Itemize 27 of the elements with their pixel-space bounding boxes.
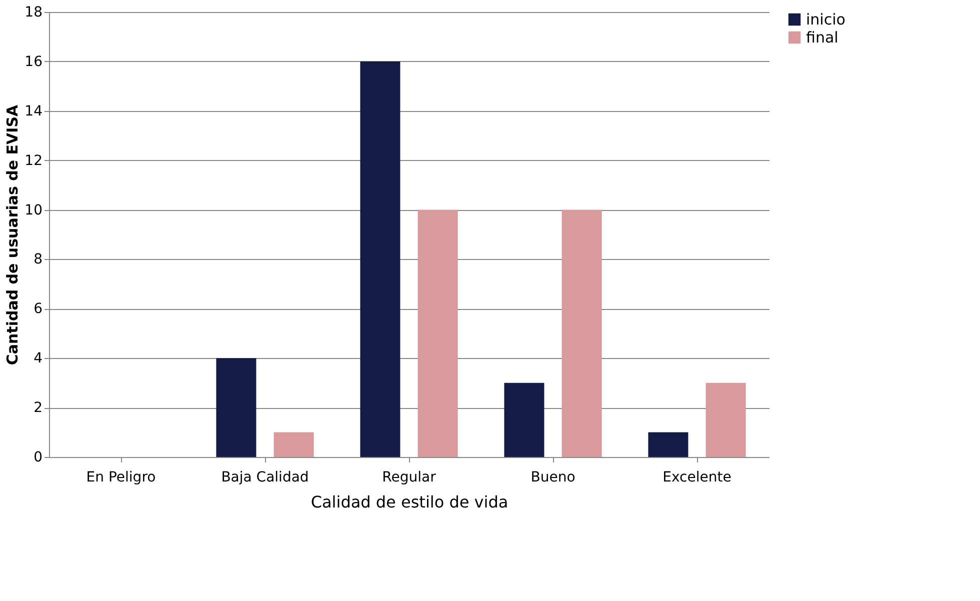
y-tick-label: 0 (34, 450, 42, 466)
y-tick-label: 6 (34, 301, 43, 318)
legend-label: final (806, 28, 838, 46)
bar (360, 61, 400, 457)
bar (504, 382, 544, 457)
x-tick-label: En Peligro (86, 470, 156, 486)
y-tick-label: 10 (24, 202, 42, 218)
y-tick-label: 12 (24, 152, 42, 169)
y-tick-label: 2 (34, 400, 42, 416)
x-tick-label: Excelente (662, 470, 732, 486)
bar (216, 358, 256, 457)
bar (274, 432, 314, 457)
y-tick-label: 14 (24, 103, 43, 120)
bar (706, 382, 746, 457)
x-tick-label: Bueno (530, 470, 576, 486)
x-tick-label: Regular (382, 470, 436, 486)
y-axis-title: Cantidad de usuarias de EVISA (4, 104, 22, 366)
bar (648, 432, 688, 457)
legend-label: inicio (806, 10, 846, 28)
bar (418, 210, 458, 457)
y-tick-label: 4 (34, 350, 43, 367)
x-axis-title: Calidad de estilo de vida (310, 492, 508, 512)
x-tick-label: Baja Calidad (221, 470, 309, 486)
y-tick-label: 8 (34, 252, 42, 268)
bar (562, 210, 602, 457)
y-tick-label: 18 (24, 4, 42, 20)
y-tick-label: 16 (24, 54, 43, 70)
